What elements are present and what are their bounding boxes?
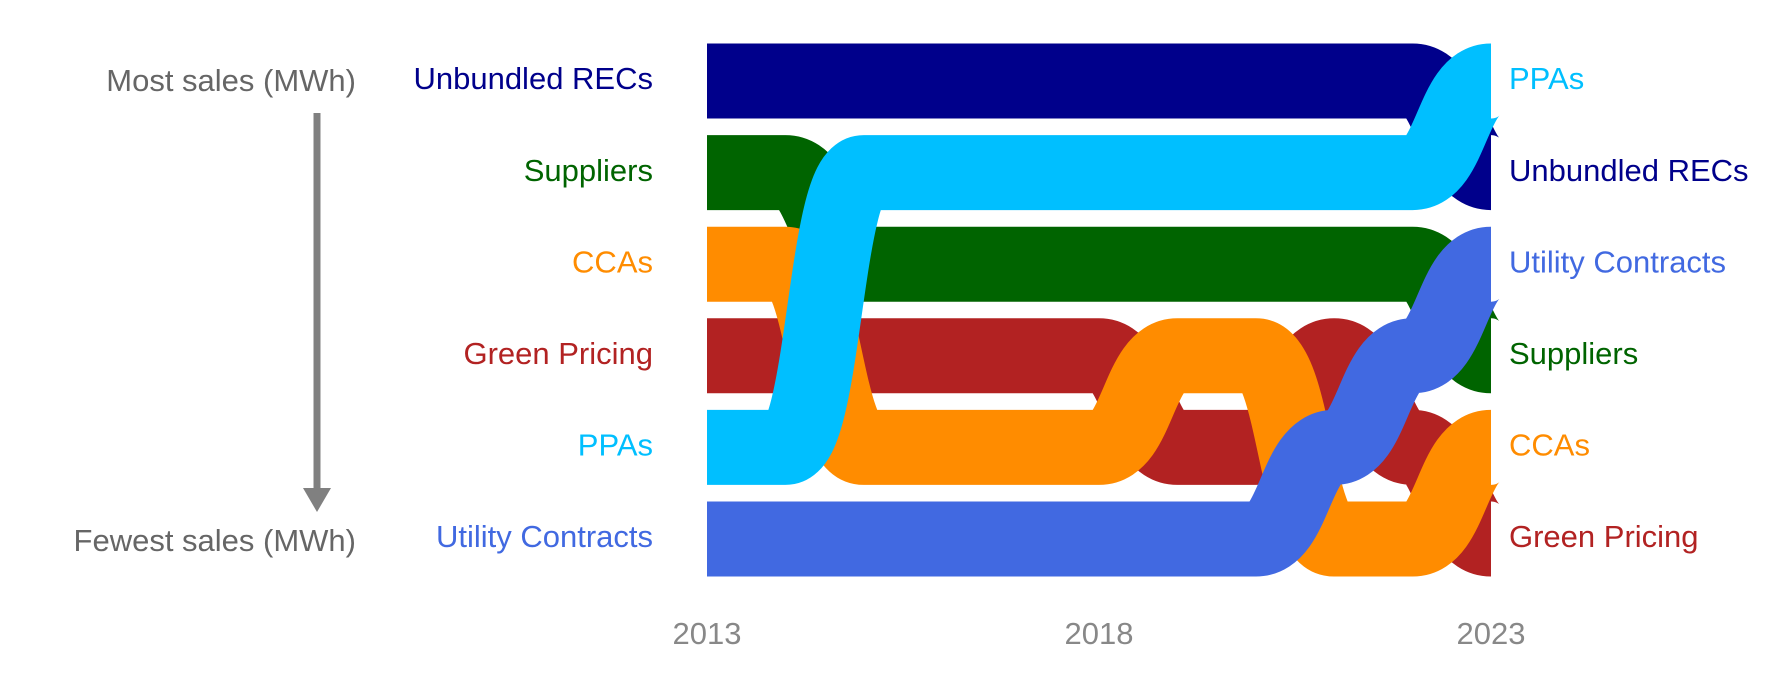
right-series-label: Unbundled RECs bbox=[1509, 153, 1749, 188]
series-ribbon bbox=[706, 226, 1503, 577]
rank-arrowhead bbox=[303, 488, 331, 512]
right-series-label: CCAs bbox=[1509, 428, 1590, 463]
right-series-label: Suppliers bbox=[1509, 336, 1638, 371]
left-series-label: Unbundled RECs bbox=[413, 61, 653, 96]
y-label-top: Most sales (MWh) bbox=[106, 63, 356, 98]
left-series-label: PPAs bbox=[578, 428, 653, 463]
left-series-label: Green Pricing bbox=[463, 336, 653, 371]
x-tick-label: 2023 bbox=[1457, 616, 1526, 651]
x-tick-label: 2013 bbox=[673, 616, 742, 651]
left-series-label: CCAs bbox=[572, 244, 653, 279]
right-series-label: Utility Contracts bbox=[1509, 244, 1726, 279]
right-series-label: Green Pricing bbox=[1509, 519, 1699, 554]
y-label-bottom: Fewest sales (MWh) bbox=[74, 523, 356, 558]
right-series-label: PPAs bbox=[1509, 61, 1584, 96]
left-series-label: Utility Contracts bbox=[436, 519, 653, 554]
series-ribbon bbox=[707, 43, 1503, 211]
left-series-label: Suppliers bbox=[524, 153, 653, 188]
series-ribbon bbox=[706, 43, 1503, 485]
x-tick-label: 2018 bbox=[1065, 616, 1134, 651]
